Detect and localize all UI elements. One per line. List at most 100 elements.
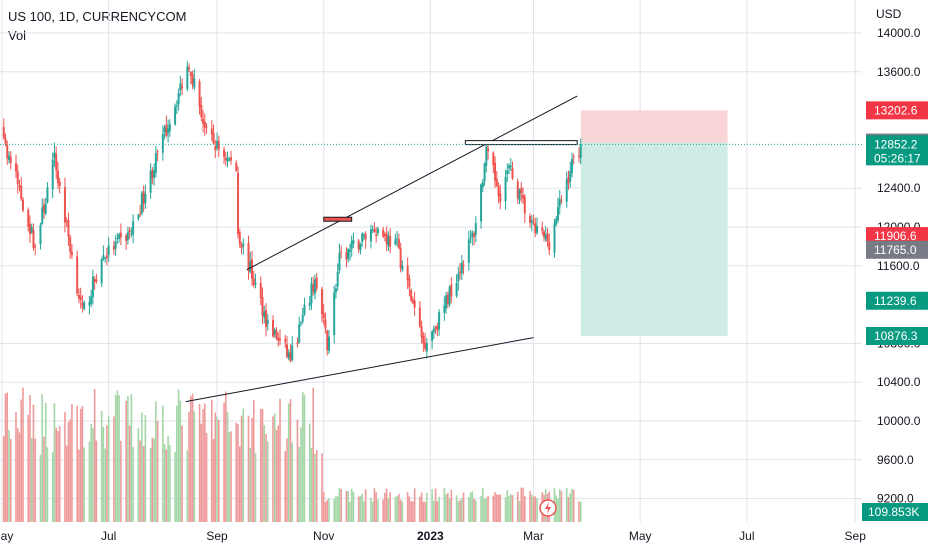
volume-bar: [90, 423, 92, 522]
volume-bar: [419, 496, 421, 522]
candle-body: [34, 246, 37, 248]
candles[interactable]: [0, 61, 582, 363]
volume-bar: [218, 419, 220, 522]
candle-body: [459, 271, 462, 274]
candle-body: [312, 284, 315, 292]
volume-badge-label: 109.853K: [868, 505, 919, 519]
candle-body: [324, 319, 327, 329]
volume-bar: [139, 440, 141, 522]
volume-bar: [579, 501, 582, 522]
candle-body: [217, 141, 220, 150]
candle-body: [334, 288, 337, 293]
volume-bar: [396, 496, 398, 522]
candle-body: [553, 223, 556, 253]
volume-bar: [571, 488, 573, 522]
volume-bar: [6, 392, 9, 522]
volume-bar: [266, 441, 269, 522]
candle-body: [20, 185, 23, 199]
candle-body: [315, 277, 318, 289]
volume-bar: [508, 495, 510, 522]
candle-body: [474, 223, 477, 235]
candle-body: [119, 232, 122, 238]
time-axis[interactable]: May Jul Sep Nov 2023 Mar May Jul Sep: [0, 529, 866, 543]
candle-body: [338, 252, 341, 271]
time-tick-label: Mar: [523, 529, 544, 543]
candle-body: [371, 229, 374, 231]
volume-bar: [214, 412, 217, 522]
candle-body: [105, 255, 108, 258]
volume-bar: [495, 494, 498, 522]
candle-body: [32, 229, 35, 248]
price-tick-label: 9200.0: [877, 492, 914, 506]
candle-body: [494, 162, 497, 181]
candle-body: [467, 239, 470, 263]
volume-bar: [193, 411, 196, 522]
candle-body: [278, 338, 281, 341]
candle-body: [471, 232, 474, 237]
candle-body: [156, 151, 159, 153]
candle-body: [174, 106, 177, 125]
candle-body: [203, 121, 206, 128]
volume-bar: [212, 439, 215, 522]
candle-body: [299, 322, 302, 324]
price-axis[interactable]: 14000.013600.012400.012000.011600.010800…: [877, 26, 921, 506]
volume-bar: [130, 394, 133, 522]
candle-body: [58, 181, 61, 187]
candle-body: [56, 170, 59, 184]
candle-body: [265, 309, 268, 327]
candle-body: [7, 155, 10, 161]
candle-body: [214, 146, 217, 151]
volume-bar: [125, 400, 127, 522]
candle-body: [336, 271, 339, 287]
volume-bar: [504, 497, 507, 522]
candle-body: [237, 172, 240, 235]
candle-body: [497, 186, 500, 197]
volume-bar: [560, 491, 563, 522]
candle-body: [9, 156, 12, 163]
candle-body: [273, 329, 276, 335]
drawings[interactable]: [0, 95, 862, 403]
volume-bar: [149, 447, 152, 522]
volume-bar: [349, 501, 351, 522]
candle-body: [399, 248, 402, 269]
candle-body: [198, 81, 201, 108]
candle-body: [509, 165, 512, 168]
volume-bar: [34, 438, 37, 522]
candle-body: [216, 140, 219, 149]
candle-body: [508, 165, 511, 169]
candle-body: [327, 336, 330, 351]
candle-body: [438, 312, 441, 330]
volume-bar: [64, 412, 66, 522]
candle-body: [210, 128, 213, 135]
volume-bar: [492, 495, 495, 522]
volume-bar: [471, 491, 474, 522]
volume-bar: [322, 492, 325, 522]
candle-body: [165, 124, 168, 136]
volume-bar: [16, 427, 19, 522]
candle-body: [445, 295, 448, 309]
candle-body: [175, 105, 178, 107]
volume-bar: [578, 501, 580, 522]
volume-bar: [315, 450, 318, 522]
candle-body: [495, 178, 498, 187]
volume-bar: [167, 436, 169, 522]
volume-bar: [459, 500, 461, 522]
candle-body: [577, 155, 580, 157]
volume-bar: [132, 446, 134, 522]
volume-bar: [473, 498, 475, 522]
volume-bar: [237, 423, 239, 522]
candle-body: [212, 132, 215, 144]
volume-bar: [398, 493, 400, 522]
position-zones[interactable]: [580, 110, 728, 336]
candle-body: [504, 176, 507, 202]
volume-bar: [275, 429, 278, 522]
candle-body: [251, 259, 254, 279]
volume-bar: [523, 495, 526, 522]
candle-body: [558, 199, 561, 207]
volume-bar: [69, 419, 71, 522]
candle-body: [383, 234, 386, 236]
candle-body: [284, 339, 287, 342]
volume-bar: [497, 494, 500, 522]
candle-body: [308, 302, 311, 306]
